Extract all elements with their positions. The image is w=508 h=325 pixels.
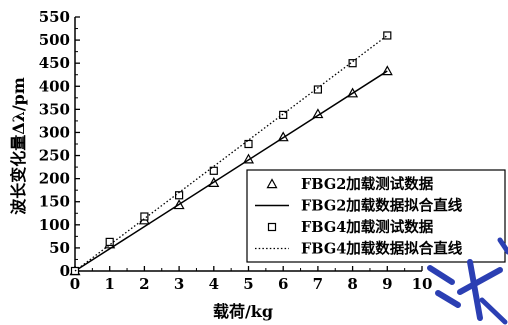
legend-label-2: FBG4加载测试数据 [301, 218, 434, 236]
data-point-2-1 [105, 237, 114, 247]
x-axis-title: 载荷/kg [213, 302, 273, 321]
legend-box [246, 169, 506, 263]
data-point-2-4 [209, 166, 218, 175]
watermark-stroke-1 [427, 265, 455, 285]
y-axis: 0 50 100 150 200 250 300 350 400 450 500 550 [39, 8, 80, 280]
watermark-stroke-6 [497, 237, 508, 255]
legend-label-0: FBG2加载测试数据 [301, 175, 434, 193]
x-tick-label-7: 7 [313, 275, 323, 293]
x-tick-label-5: 5 [243, 275, 253, 293]
y-tick-label-9: 450 [39, 54, 70, 72]
legend-sample-2 [267, 222, 277, 232]
y-tick-label-1: 50 [49, 239, 70, 257]
legend-label-1: FBG2加载数据拟合直线 [301, 197, 463, 215]
x-tick-label-10: 10 [412, 275, 433, 293]
fit-line-3 [74, 34, 388, 272]
data-point-2-8 [348, 59, 357, 68]
x-tick-label-9: 9 [382, 275, 392, 293]
x-tick-label-4: 4 [209, 275, 219, 293]
x-axis: 0 1 2 3 4 5 6 7 8 9 10 [70, 266, 433, 293]
y-tick-label-6: 300 [39, 123, 70, 141]
data-point-2-7 [313, 85, 322, 94]
series-3 [74, 34, 388, 272]
y-tick-label-8: 400 [39, 77, 70, 95]
y-tick-label-4: 200 [39, 170, 70, 188]
series-2 [70, 31, 392, 276]
x-tick-label-0: 0 [70, 275, 80, 293]
x-tick-label-8: 8 [347, 275, 357, 293]
data-point-2-5 [244, 139, 253, 149]
fit-line-1 [74, 70, 388, 272]
legend-label-3: FBG4加载数据拟合直线 [301, 240, 463, 258]
data-point-2-9 [383, 31, 392, 40]
watermark-stroke-3 [467, 259, 483, 321]
y-tick-label-3: 150 [39, 193, 70, 211]
watermark-logo [427, 237, 508, 325]
y-tick-label-7: 350 [39, 100, 70, 118]
y-tick-label-2: 100 [39, 216, 70, 234]
series-1 [74, 70, 388, 272]
y-tick-label-0: 0 [60, 262, 70, 280]
legend: FBG2加载测试数据 FBG2加载数据拟合直线 FBG4加载测试数据 FBG4加载数据… [246, 169, 506, 263]
watermark-stroke-4 [457, 267, 503, 295]
x-tick-label-2: 2 [139, 275, 149, 293]
data-point-2-2 [140, 212, 149, 221]
watermark-stroke-2 [435, 290, 461, 308]
y-tick-label-5: 250 [39, 147, 70, 165]
watermark-stroke-5 [479, 297, 508, 325]
y-tick-label-10: 500 [39, 31, 70, 49]
y-tick-label-11: 550 [39, 8, 70, 26]
y-axis-title: 波长变化量Δλ/pm [9, 77, 28, 215]
x-tick-label-1: 1 [104, 275, 114, 293]
x-tick-label-6: 6 [278, 275, 288, 293]
series-layer [69, 31, 393, 276]
data-point-2-6 [279, 110, 288, 120]
legend-sample-0 [266, 178, 278, 189]
x-tick-label-3: 3 [174, 275, 184, 293]
